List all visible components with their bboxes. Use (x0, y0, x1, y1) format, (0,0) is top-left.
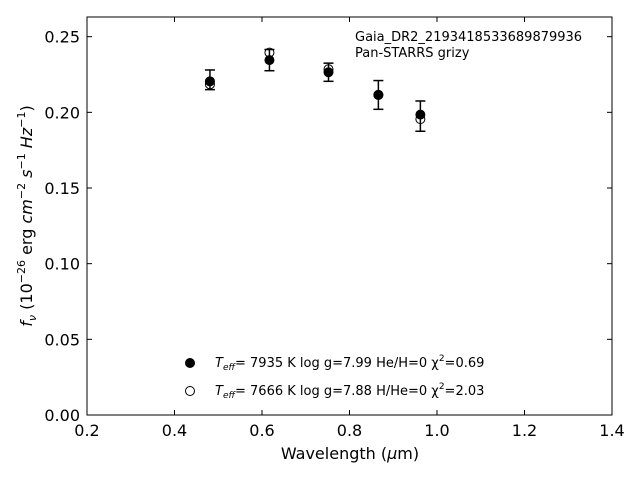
point-filled (373, 89, 384, 100)
point-filled (323, 67, 334, 78)
x-tick-label: 0.6 (249, 421, 274, 440)
x-tick-label: 0.4 (162, 421, 187, 440)
x-tick-label: 1.0 (424, 421, 449, 440)
x-tick-label: 0.8 (337, 421, 362, 440)
legend-marker-open (185, 386, 195, 396)
legend-marker-filled (185, 358, 195, 368)
point-filled (415, 109, 426, 120)
point-filled (264, 55, 275, 66)
point-filled (204, 76, 215, 87)
legend-entry-filled: Teff= 7935 K log g=7.99 He/H=0 χ2=0.69 (215, 354, 484, 373)
x-axis-label: Wavelength (μm) (281, 444, 419, 463)
y-tick-label: 0.20 (44, 103, 80, 122)
x-tick-label: 1.2 (512, 421, 537, 440)
annotation-survey: Pan-STARRS grizy (355, 46, 470, 61)
y-tick-label: 0.15 (44, 179, 80, 198)
legend: Teff= 7935 K log g=7.99 He/H=0 χ2=0.69 T… (185, 354, 484, 401)
y-tick-label: 0.00 (44, 406, 80, 425)
x-tick-label: 1.4 (599, 421, 624, 440)
plot-area (86, 16, 613, 416)
y-tick-label: 0.05 (44, 330, 80, 349)
annotation-star-id: Gaia_DR2_2193418533689879936 (355, 30, 582, 45)
x-axis-ticks: 0.2 0.4 0.6 0.8 1.0 1.2 1.4 (74, 17, 625, 440)
legend-entry-open: Teff= 7666 K log g=7.88 H/He=0 χ2=2.03 (215, 382, 484, 401)
y-axis-ticks: 0.00 0.05 0.10 0.15 0.20 0.25 (44, 28, 612, 425)
x-tick-label: 0.2 (74, 421, 99, 440)
y-axis-label: fν (10−26 erg cm−2 s−1 Hz−1) (15, 105, 39, 326)
model-points (204, 47, 426, 125)
y-tick-label: 0.10 (44, 255, 80, 274)
y-tick-label: 0.25 (44, 28, 80, 47)
